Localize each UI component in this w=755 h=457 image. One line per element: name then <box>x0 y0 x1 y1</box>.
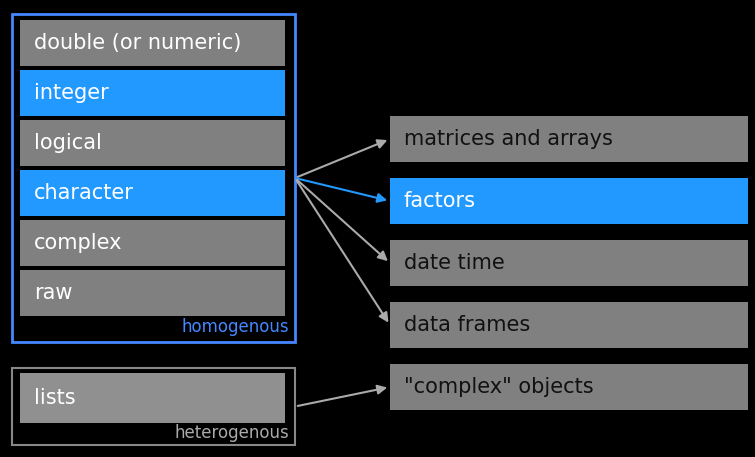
Bar <box>20 120 285 166</box>
Text: logical: logical <box>34 133 102 153</box>
FancyArrowPatch shape <box>297 181 387 321</box>
Bar <box>12 368 295 445</box>
Text: date time: date time <box>404 253 505 273</box>
Text: factors: factors <box>404 191 476 211</box>
Bar <box>12 14 295 342</box>
Text: double (or numeric): double (or numeric) <box>34 33 242 53</box>
Bar <box>390 240 748 286</box>
Text: complex: complex <box>34 233 122 253</box>
Text: heterogenous: heterogenous <box>174 424 289 442</box>
Text: lists: lists <box>34 388 76 408</box>
Bar <box>20 220 285 266</box>
Bar <box>390 178 748 224</box>
Bar <box>20 170 285 216</box>
Bar <box>390 364 748 410</box>
Text: matrices and arrays: matrices and arrays <box>404 129 613 149</box>
Bar <box>20 20 285 66</box>
Bar <box>20 373 285 423</box>
Bar <box>20 270 285 316</box>
FancyArrowPatch shape <box>297 140 385 177</box>
Text: homogenous: homogenous <box>181 318 289 336</box>
FancyArrowPatch shape <box>297 386 385 406</box>
Text: data frames: data frames <box>404 315 530 335</box>
FancyArrowPatch shape <box>297 180 387 260</box>
Text: character: character <box>34 183 134 203</box>
Bar <box>390 116 748 162</box>
Text: "complex" objects: "complex" objects <box>404 377 593 397</box>
FancyArrowPatch shape <box>297 179 385 202</box>
Bar <box>20 70 285 116</box>
Text: raw: raw <box>34 283 72 303</box>
Text: integer: integer <box>34 83 109 103</box>
Bar <box>390 302 748 348</box>
